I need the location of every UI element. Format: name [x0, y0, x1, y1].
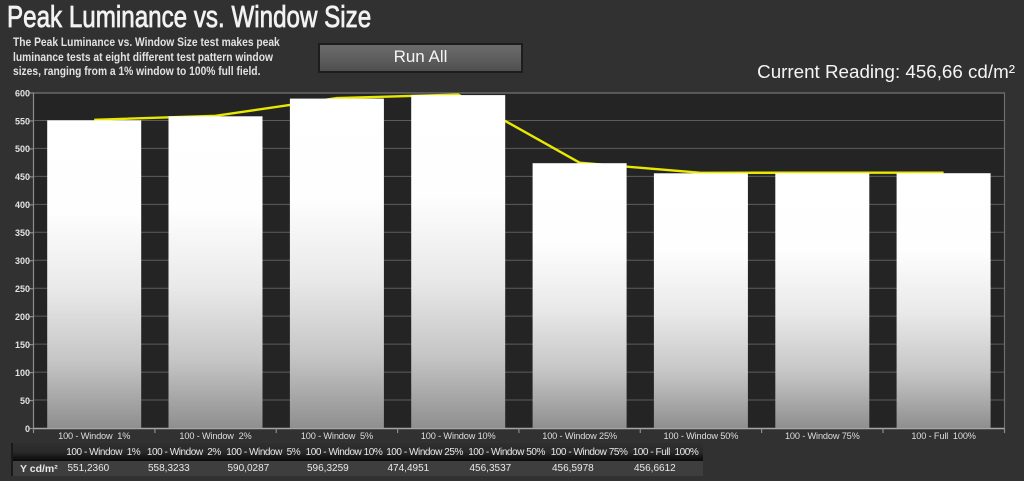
- svg-text:100 - Window 75%: 100 - Window 75%: [785, 431, 860, 441]
- svg-text:200: 200: [15, 312, 30, 322]
- svg-text:300: 300: [15, 256, 30, 266]
- svg-text:500: 500: [15, 144, 30, 154]
- svg-text:100 - Window 10%: 100 - Window 10%: [421, 431, 496, 441]
- svg-text:100 - Window 5%: 100 - Window 5%: [301, 431, 373, 441]
- svg-text:0: 0: [25, 424, 30, 434]
- svg-text:250: 250: [15, 284, 30, 294]
- svg-text:50: 50: [20, 396, 30, 406]
- svg-text:100: 100: [15, 368, 30, 378]
- svg-text:100 - Window 2%: 100 - Window 2%: [179, 431, 251, 441]
- svg-text:150: 150: [15, 340, 30, 350]
- svg-text:100 - Window 50%: 100 - Window 50%: [664, 431, 739, 441]
- svg-text:450: 450: [15, 172, 30, 182]
- svg-text:600: 600: [15, 88, 30, 98]
- svg-text:550: 550: [15, 116, 30, 126]
- svg-text:100 - Window 25%: 100 - Window 25%: [542, 431, 617, 441]
- svg-text:400: 400: [15, 200, 30, 210]
- svg-text:100 - Window 1%: 100 - Window 1%: [58, 431, 130, 441]
- svg-text:350: 350: [15, 228, 30, 238]
- svg-text:100 - Full 100%: 100 - Full 100%: [911, 431, 976, 441]
